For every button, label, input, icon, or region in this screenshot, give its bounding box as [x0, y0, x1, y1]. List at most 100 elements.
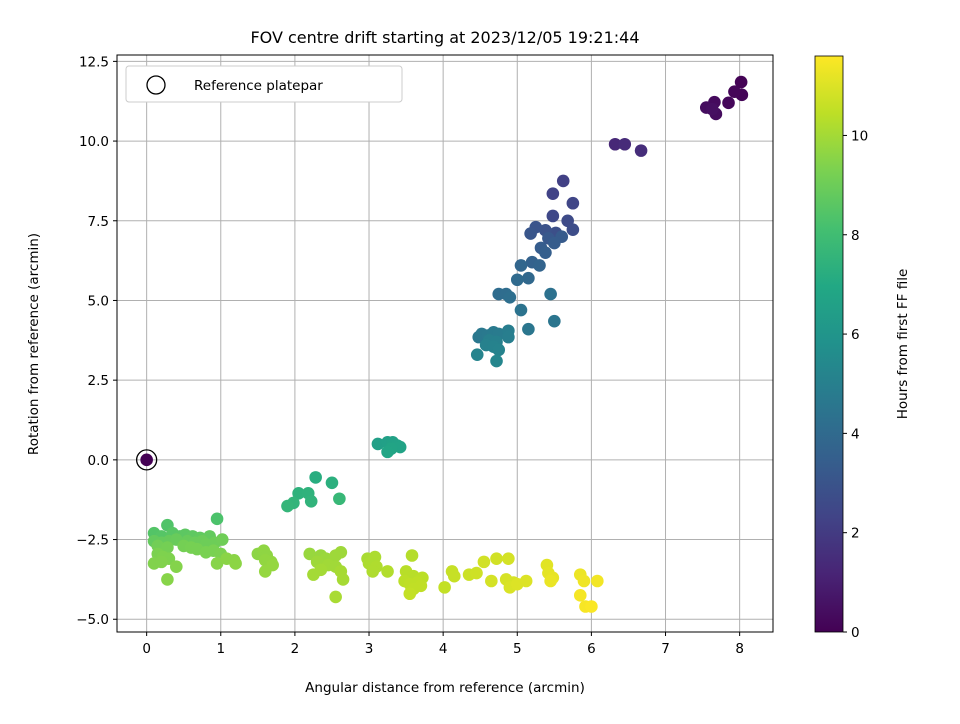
data-point — [371, 437, 385, 451]
data-point — [539, 246, 552, 259]
data-point — [258, 565, 272, 578]
colorbar-tick-label: 4 — [851, 426, 860, 442]
y-tick-label: −2.5 — [76, 533, 109, 549]
data-point — [556, 174, 570, 188]
data-point — [438, 581, 451, 594]
data-point — [591, 574, 604, 588]
data-point — [329, 590, 342, 604]
data-points — [147, 75, 749, 613]
data-point — [155, 555, 168, 569]
x-tick-label: 2 — [291, 641, 300, 657]
data-point — [524, 227, 537, 240]
reference-ring — [135, 449, 158, 471]
data-point — [210, 512, 224, 526]
x-tick-label: 5 — [513, 641, 522, 657]
data-point — [573, 589, 587, 602]
axes-frame — [116, 54, 774, 633]
y-tick-label: 12.5 — [79, 54, 109, 70]
data-point — [722, 96, 735, 110]
data-point — [544, 287, 557, 301]
data-point — [514, 303, 528, 317]
colorbar-tick-label: 8 — [851, 228, 860, 244]
data-point — [161, 541, 174, 554]
data-point — [544, 574, 557, 588]
data-point — [292, 487, 305, 500]
data-point — [309, 471, 322, 484]
data-point — [470, 348, 484, 361]
data-point — [522, 322, 535, 336]
x-tick-label: 6 — [587, 641, 596, 657]
data-point — [608, 137, 622, 151]
data-point — [585, 600, 598, 613]
x-tick-label: 4 — [439, 641, 448, 657]
colorbar-label: Hours from first FF file — [895, 269, 911, 420]
data-point — [366, 565, 380, 578]
colorbar-tick-label: 2 — [851, 526, 860, 542]
data-point — [705, 102, 719, 116]
data-point — [405, 549, 419, 562]
data-point — [229, 557, 242, 570]
reference-marker-layer — [135, 449, 158, 471]
y-axis-ticks: −5.0 −2.5 0.0 2.5 5.0 7.5 10.0 12.5 — [76, 54, 117, 628]
data-point — [618, 137, 632, 151]
data-point — [210, 557, 224, 570]
data-point — [519, 574, 533, 588]
y-tick-label: −5.0 — [76, 612, 109, 628]
data-point — [728, 85, 741, 98]
x-tick-label: 0 — [142, 641, 151, 657]
data-point — [334, 546, 348, 559]
data-point — [333, 492, 346, 506]
y-tick-label: 7.5 — [88, 214, 109, 230]
data-point — [510, 273, 524, 287]
colorbar-tick-label: 10 — [851, 128, 868, 144]
data-point — [161, 573, 174, 586]
y-axis-label: Rotation from reference (arcmin) — [26, 233, 42, 455]
data-point — [566, 223, 580, 236]
x-tick-label: 8 — [735, 641, 744, 657]
data-point — [566, 196, 580, 210]
data-point — [169, 560, 183, 573]
data-point — [548, 314, 561, 328]
y-tick-label: 10.0 — [79, 134, 109, 150]
colorbar: 0 2 4 6 8 10 Hours from first FF file — [814, 55, 911, 641]
data-point — [533, 259, 546, 272]
legend: Reference platepar — [125, 65, 403, 103]
colorbar-tick-label: 6 — [851, 327, 860, 343]
data-point — [281, 499, 294, 513]
chart-title: FOV centre drift starting at 2023/12/05 … — [250, 28, 639, 47]
data-point — [577, 574, 591, 588]
data-point — [304, 494, 318, 508]
x-tick-label: 1 — [216, 641, 225, 657]
data-point — [492, 343, 506, 357]
data-point — [307, 568, 320, 581]
data-point — [514, 259, 528, 272]
data-point — [490, 552, 503, 565]
data-point — [546, 209, 560, 223]
data-point — [502, 552, 515, 565]
data-point — [447, 569, 461, 583]
data-point — [477, 555, 491, 569]
colorbar-gradient — [814, 55, 844, 633]
data-point — [734, 75, 748, 89]
data-point — [490, 354, 503, 368]
data-point — [502, 330, 515, 344]
data-point — [470, 566, 483, 580]
data-point — [381, 445, 394, 459]
legend-marker-reference — [146, 75, 166, 95]
data-point — [503, 290, 517, 304]
x-axis-ticks: 0 1 2 3 4 5 6 7 8 — [142, 632, 744, 657]
x-axis-label: Angular distance from reference (arcmin) — [305, 680, 585, 696]
data-point — [336, 573, 350, 586]
data-point — [325, 476, 339, 490]
y-tick-label: 5.0 — [88, 293, 109, 309]
data-point — [548, 236, 561, 250]
data-point — [381, 565, 394, 578]
data-point — [634, 144, 648, 157]
plot-area: 0 1 2 3 4 5 6 7 8 −5.0 −2.5 0.0 2.5 5.0 7.5 10.0 12.5 — [76, 54, 774, 657]
x-tick-label: 7 — [661, 641, 670, 657]
x-tick-label: 3 — [365, 641, 374, 657]
data-point — [485, 574, 498, 588]
data-point — [403, 587, 417, 601]
y-tick-label: 2.5 — [88, 373, 109, 389]
